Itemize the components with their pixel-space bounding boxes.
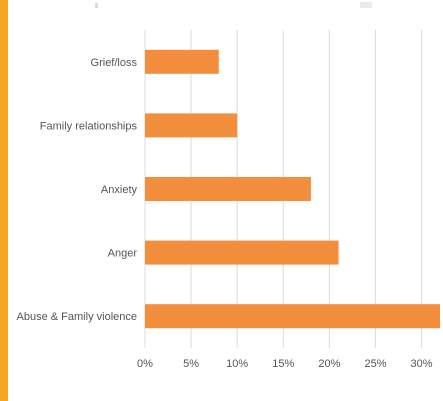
category-label: Family relationships	[40, 120, 138, 132]
bars	[145, 49, 440, 329]
bar	[145, 49, 219, 74]
bar	[145, 177, 311, 201]
x-tick-label: 15%	[272, 358, 294, 370]
x-tick-label: 0%	[137, 358, 153, 370]
category-label: Grief/loss	[91, 57, 138, 69]
left-accent-stripe	[0, 0, 8, 401]
category-label: Anxiety	[101, 184, 138, 196]
bar	[145, 304, 440, 329]
x-axis-tick-labels: 0% 5% 10% 15% 20% 25% 30%	[137, 358, 433, 370]
category-label: Anger	[108, 248, 138, 260]
x-tick-label: 5%	[183, 358, 199, 370]
category-label: Abuse & Family violence	[17, 311, 137, 323]
title-remnant	[95, 2, 372, 8]
bar	[145, 240, 339, 265]
gridlines	[144, 30, 423, 348]
x-tick-label: 20%	[318, 358, 340, 370]
bar	[145, 113, 238, 138]
x-tick-label: 30%	[411, 358, 433, 370]
category-labels: Grief/loss Family relationships Anxiety Ang…	[17, 57, 138, 323]
x-tick-label: 10%	[226, 358, 248, 370]
x-tick-label: 25%	[364, 358, 386, 370]
